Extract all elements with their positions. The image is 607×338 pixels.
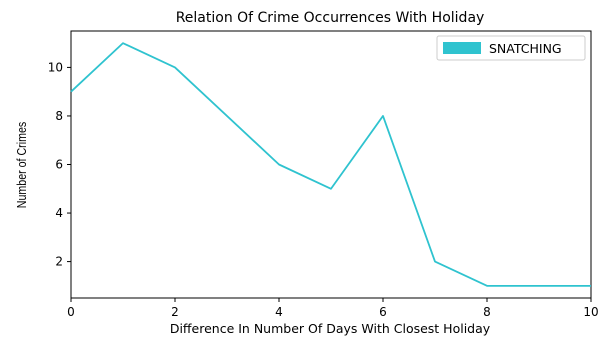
y-tick-label: 2 [55,255,63,269]
x-tick-label: 6 [379,305,387,319]
y-tick-label: 6 [55,158,63,172]
x-tick-label: 4 [275,305,283,319]
legend-label: SNATCHING [489,41,562,56]
y-tick-label: 8 [55,109,63,123]
x-axis-label: Difference In Number Of Days With Closes… [170,321,491,336]
x-tick-label: 2 [171,305,179,319]
plot-frame [70,30,592,299]
y-axis-label: Number of Crimes [14,122,29,208]
y-tick-label: 4 [55,206,63,220]
y-tick-label: 10 [48,60,63,74]
plot-area: 0 2 4 6 8 10 2 4 6 8 10 [48,30,599,319]
x-tick-label: 0 [67,305,75,319]
legend-swatch [443,42,481,54]
x-tick-label: 8 [483,305,491,319]
legend: SNATCHING [436,35,586,61]
x-tick-label: 10 [583,305,598,319]
series-line-snatching [70,42,591,287]
chart-title: Relation Of Crime Occurrences With Holid… [176,10,485,26]
